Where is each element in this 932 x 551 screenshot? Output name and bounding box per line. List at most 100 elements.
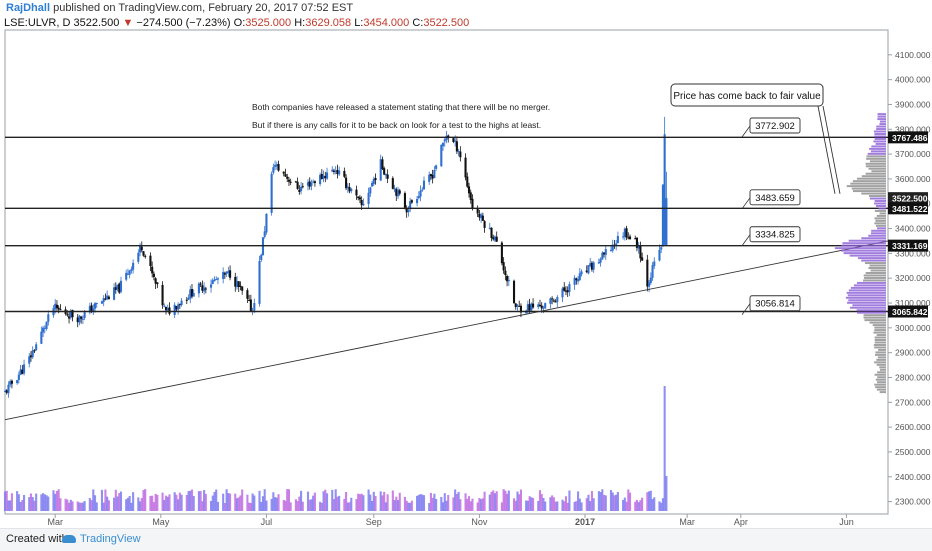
candle-body (393, 188, 396, 190)
candle-body (42, 327, 45, 333)
candle-body (149, 255, 152, 266)
volume-bar (431, 497, 434, 511)
volume-bar (410, 500, 413, 511)
x-tick-label: Mar (679, 517, 695, 527)
volume-profile-bar (857, 311, 886, 314)
volume-bar (383, 491, 386, 511)
candle-body (372, 178, 375, 185)
price-value: 3522.500 (73, 17, 120, 29)
candle-body (544, 303, 547, 309)
volume-bar (296, 501, 299, 511)
volume-bar (272, 492, 275, 511)
volume-profile-bar (879, 368, 886, 371)
candle-body (253, 303, 256, 311)
candle-body (275, 164, 278, 167)
volume-bar (490, 491, 493, 511)
candle-body (128, 270, 131, 275)
volume-bar (455, 493, 458, 511)
volume-bar (381, 495, 384, 511)
candle-body (471, 198, 474, 209)
volume-bar (441, 502, 445, 511)
volume-bar (126, 497, 129, 511)
volume-profile-bar (876, 125, 886, 128)
candle-body (599, 259, 602, 263)
volume-profile-bar (868, 195, 886, 198)
callout-pointer (741, 234, 751, 246)
volume-bar (338, 495, 341, 511)
volume-bar (551, 495, 554, 511)
y-tick-label: 3800.000 (895, 124, 931, 134)
candle-body (592, 262, 595, 270)
volume-profile-bar (868, 267, 886, 270)
candle-body (564, 290, 568, 292)
candle-body (241, 286, 244, 291)
callout-pointer (741, 197, 751, 210)
volume-bar (603, 494, 606, 511)
volume-bar (237, 497, 240, 511)
candle-body (284, 174, 287, 177)
volume-profile-bar (852, 180, 886, 183)
volume-bar (151, 495, 154, 511)
volume-bar (128, 496, 131, 511)
candle-body (481, 215, 484, 221)
volume-profile-bar (875, 386, 886, 389)
candle-body (192, 292, 195, 297)
candle-body (419, 190, 422, 197)
volume-bar (265, 500, 268, 511)
candle-body (320, 173, 323, 180)
volume-bar (261, 496, 265, 511)
volume-bar (100, 489, 104, 511)
volume-bar (429, 492, 432, 511)
published-text: published on TradingView.com, February 2… (53, 2, 354, 14)
volume-bar (457, 491, 460, 511)
candle-body (362, 203, 365, 206)
candle-body (609, 249, 613, 251)
created-with-text: Created with (6, 533, 68, 545)
candle-body (163, 305, 166, 307)
candle-body (3, 390, 7, 392)
volume-bar (192, 495, 195, 511)
publisher-user[interactable]: RajDhall (6, 2, 51, 14)
candle-body (289, 181, 292, 183)
volume-bar (502, 489, 505, 511)
volume-bar (246, 494, 249, 511)
volume-bar (322, 491, 325, 511)
candle-body (493, 236, 497, 241)
candle-body (151, 266, 154, 274)
candle-body (358, 197, 361, 200)
volume-profile-bar (863, 274, 886, 277)
candle-body (298, 189, 301, 192)
tradingview-logo[interactable]: TradingView (62, 533, 141, 545)
volume-bar (416, 495, 419, 511)
volume-profile-bar (875, 353, 886, 356)
candle-body (248, 299, 251, 301)
candle-body (384, 173, 387, 176)
volume-profile-bar (868, 234, 886, 237)
candle-body (374, 177, 377, 181)
volume-bar (609, 490, 613, 511)
volume-bar (306, 491, 310, 511)
candle-body (615, 243, 618, 246)
candle-body (519, 305, 522, 313)
candle-body (492, 237, 495, 240)
candle-body (114, 287, 117, 290)
volume-bar (658, 501, 661, 511)
volume-bar (421, 494, 424, 511)
candle-body (391, 178, 394, 189)
volume-bar (284, 500, 287, 511)
candle-body (142, 251, 145, 256)
volume-bar (493, 493, 497, 511)
candle-body (381, 159, 384, 170)
volume-bar (622, 499, 625, 511)
volume-profile-bar (877, 113, 886, 116)
candle-body (83, 312, 86, 318)
candle-body (225, 271, 228, 274)
volume-bar (216, 501, 220, 511)
candle-body (260, 254, 263, 260)
candle-body (203, 287, 206, 292)
price-chart[interactable]: 2300.000 2400.000 2500.000 2600.000 2700.000… (0, 0, 932, 528)
candle-body (379, 159, 382, 181)
price-axis-label: 3522.500 (892, 194, 928, 204)
candle-body (538, 304, 542, 307)
volume-bar (518, 494, 521, 511)
